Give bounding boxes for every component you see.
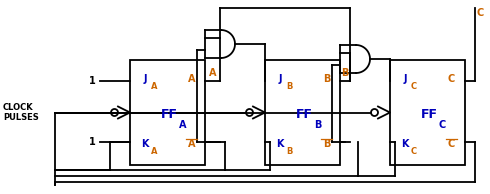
Text: C: C	[411, 147, 417, 156]
Text: K: K	[141, 139, 149, 149]
Text: PULSES: PULSES	[3, 113, 39, 122]
Text: A: A	[151, 147, 157, 156]
Text: 1: 1	[89, 137, 96, 147]
Text: A: A	[151, 82, 157, 91]
Bar	[265, 60, 340, 165]
Text: FF: FF	[295, 108, 313, 121]
Text: C: C	[411, 82, 417, 91]
Text: B: B	[286, 82, 292, 91]
Text: J: J	[403, 74, 407, 84]
Text: J: J	[278, 74, 282, 84]
Bar	[130, 60, 205, 165]
Text: B: B	[286, 147, 292, 156]
Text: B: B	[323, 74, 330, 84]
Text: 1: 1	[89, 76, 96, 86]
Text: C: C	[448, 139, 455, 149]
Text: C: C	[476, 8, 484, 18]
Text: CLOCK: CLOCK	[3, 103, 34, 112]
Text: J: J	[143, 74, 147, 84]
Text: C: C	[439, 120, 446, 130]
Text: FF: FF	[420, 108, 438, 121]
Text: A: A	[188, 74, 195, 84]
Text: K: K	[276, 139, 284, 149]
Bar	[390, 60, 465, 165]
Text: B: B	[342, 68, 349, 78]
Text: C: C	[448, 74, 455, 84]
Text: A: A	[188, 139, 195, 149]
Text: B: B	[314, 120, 321, 130]
Text: A: A	[179, 120, 186, 130]
Text: B: B	[323, 139, 330, 149]
Text: K: K	[401, 139, 409, 149]
Text: A: A	[209, 68, 217, 78]
Text: FF: FF	[161, 108, 177, 121]
